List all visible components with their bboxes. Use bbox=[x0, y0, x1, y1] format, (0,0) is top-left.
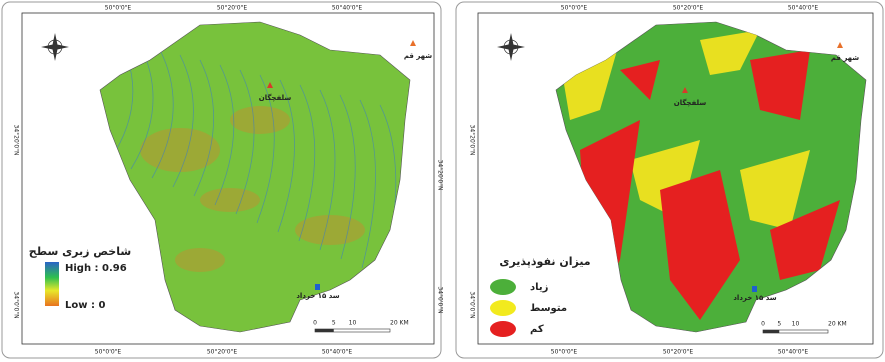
legend-item: کم bbox=[530, 324, 544, 335]
scale-label: 20 KM bbox=[390, 320, 409, 327]
place-label: سد ۱۵ خرداد bbox=[296, 292, 339, 300]
drainage-line bbox=[298, 84, 316, 242]
grid-label-bottom: 50°40'0"E bbox=[322, 349, 352, 356]
place-label: شهر قم bbox=[404, 52, 432, 60]
drainage-line bbox=[277, 79, 295, 233]
place-label: سلفچگان bbox=[674, 98, 707, 107]
grid-label-top: 50°0'0"E bbox=[105, 5, 132, 12]
grid-label-left: 34°0'0"N bbox=[13, 291, 20, 318]
scale-bar-fill bbox=[315, 329, 334, 332]
north-ring bbox=[503, 39, 519, 55]
drainage-line bbox=[151, 49, 174, 179]
city-marker bbox=[682, 87, 688, 93]
dam-marker bbox=[315, 284, 320, 290]
place-label: شهر قم bbox=[831, 54, 859, 62]
grid-label-bottom: 50°20'0"E bbox=[207, 349, 237, 356]
roughness-patch bbox=[230, 106, 290, 134]
grid-label-right: 34°0'0"N bbox=[437, 286, 444, 313]
legend-swatch bbox=[490, 279, 516, 295]
watershed-texture bbox=[109, 39, 397, 278]
legend-item: متوسط bbox=[530, 303, 567, 314]
permeability-zone bbox=[750, 50, 810, 120]
legend-title: میزان نفوذپذیری bbox=[499, 255, 590, 268]
grid-label-bottom: 50°0'0"E bbox=[95, 349, 122, 356]
city-marker bbox=[410, 40, 416, 46]
north-arrow bbox=[41, 33, 69, 61]
grid-label-left: 34°0'0"N bbox=[469, 291, 476, 318]
legend-item: High : 0.96 bbox=[65, 263, 127, 274]
grid-label-right: 34°20'0"N bbox=[437, 160, 444, 191]
city-marker bbox=[267, 82, 273, 88]
roughness-patch bbox=[200, 188, 260, 212]
drainage-line bbox=[359, 99, 376, 269]
drainage-line bbox=[319, 89, 336, 251]
grid-label-top: 50°40'0"E bbox=[788, 5, 818, 12]
dam-marker bbox=[752, 286, 757, 292]
scale-label: 5 bbox=[777, 321, 781, 328]
permeability-zone bbox=[660, 170, 740, 320]
roughness-patch bbox=[295, 215, 365, 245]
scale-label: 20 KM bbox=[828, 321, 847, 328]
north-ring bbox=[47, 39, 63, 55]
place-label: سلفچگان bbox=[259, 93, 292, 102]
drainage-line bbox=[172, 54, 194, 188]
permeability-zone bbox=[740, 150, 810, 230]
roughness-patch bbox=[175, 248, 225, 272]
scale-bar-fill bbox=[763, 330, 780, 333]
legend-swatch bbox=[490, 321, 516, 337]
city-marker bbox=[837, 42, 843, 48]
grid-label-top: 50°20'0"E bbox=[673, 5, 703, 12]
drainage-line bbox=[256, 74, 275, 224]
drainage-line bbox=[339, 94, 356, 260]
legend-item: زیاد bbox=[530, 282, 549, 293]
grid-label-left: 34°20'0"N bbox=[469, 125, 476, 156]
grid-label-top: 50°0'0"E bbox=[561, 5, 588, 12]
place-label: سد ۱۵ خرداد bbox=[733, 294, 776, 302]
drainage-line bbox=[235, 69, 255, 215]
grid-label-left: 34°20'0"N bbox=[13, 125, 20, 156]
north-arrow bbox=[497, 33, 525, 61]
legend-title: شاخص زبری سطح bbox=[29, 245, 131, 258]
drainage-line bbox=[214, 64, 235, 206]
grid-label-top: 50°20'0"E bbox=[217, 5, 247, 12]
watershed bbox=[99, 21, 411, 333]
grid-label-bottom: 50°20'0"E bbox=[663, 349, 693, 356]
permeability-zone bbox=[770, 200, 840, 280]
grid-label-bottom: 50°40'0"E bbox=[778, 349, 808, 356]
watershed-texture bbox=[560, 30, 840, 320]
drainage-line bbox=[193, 59, 215, 197]
legend-ramp bbox=[45, 262, 59, 306]
scale-label: 5 bbox=[332, 320, 336, 327]
grid-label-top: 50°40'0"E bbox=[332, 5, 362, 12]
permeability-zone bbox=[620, 60, 660, 100]
grid-label-bottom: 50°0'0"E bbox=[551, 349, 578, 356]
scale-label: 0 bbox=[313, 320, 317, 327]
scale-label: 10 bbox=[349, 320, 357, 327]
scale-label: 0 bbox=[761, 321, 765, 328]
permeability-zone bbox=[700, 30, 760, 75]
scale-label: 10 bbox=[792, 321, 800, 328]
legend-item: Low : 0 bbox=[65, 300, 105, 311]
roughness-patch bbox=[140, 128, 220, 172]
legend-swatch bbox=[490, 300, 516, 316]
